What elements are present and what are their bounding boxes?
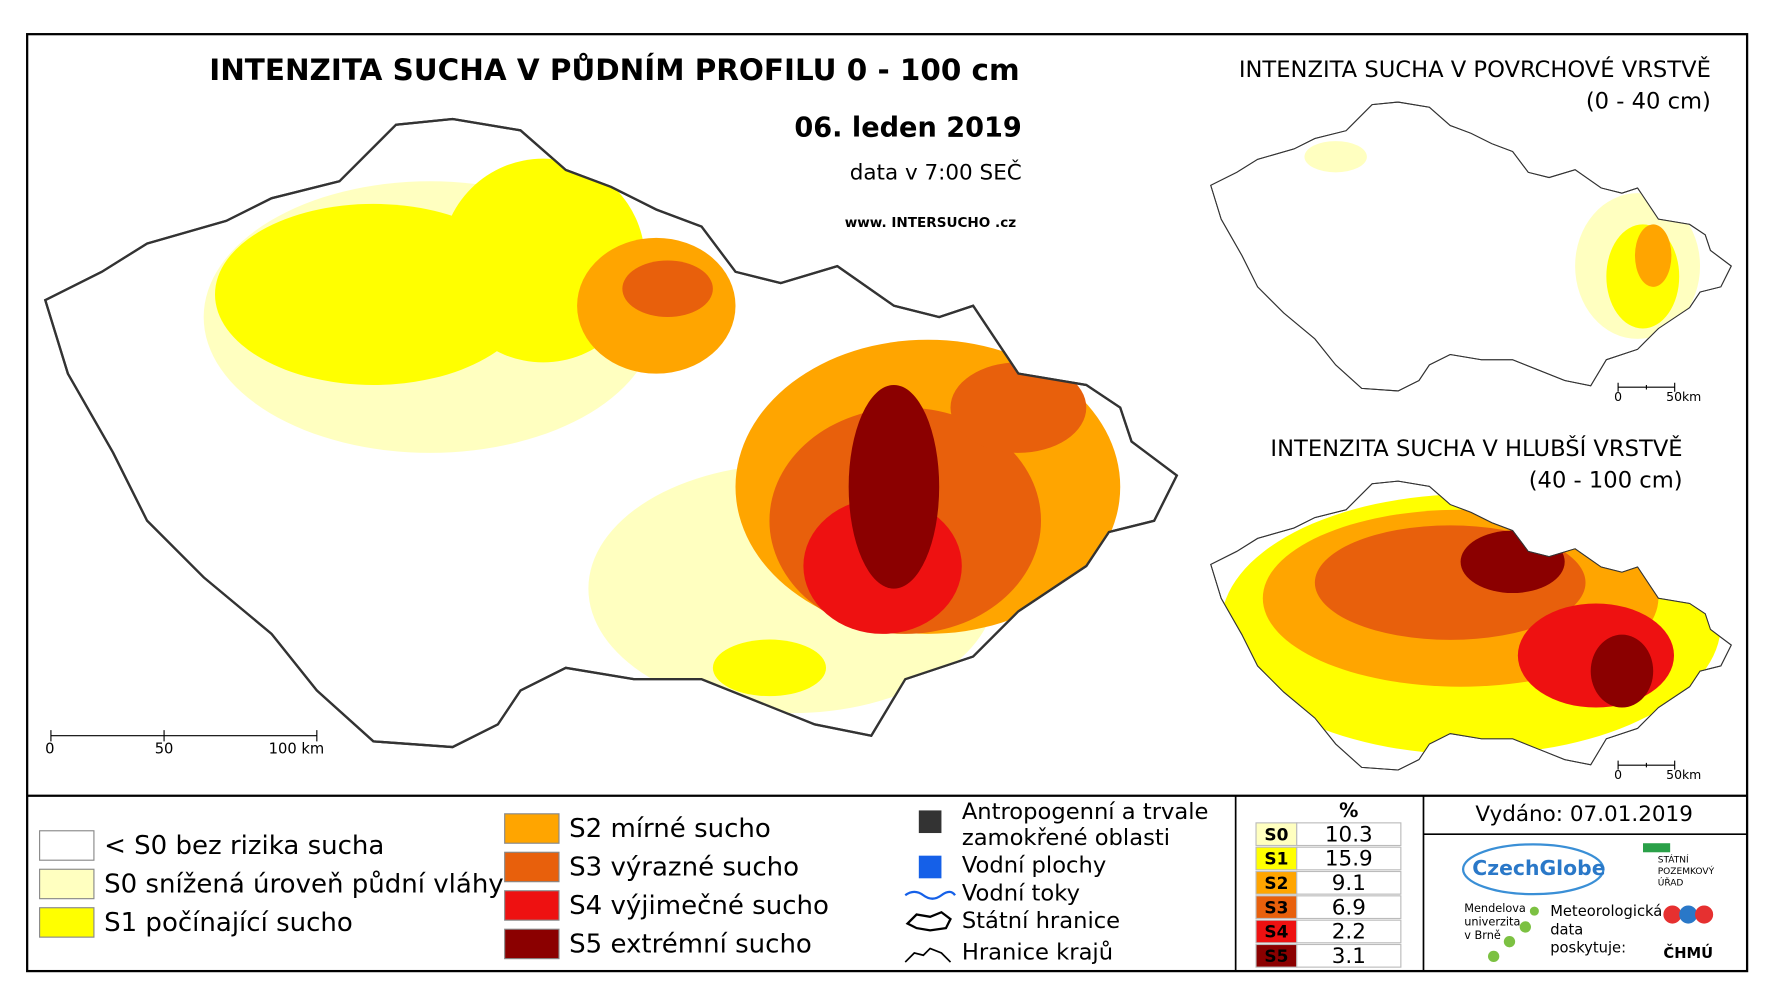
- legend-label: zamokřené oblasti: [962, 825, 1170, 851]
- stats-value-cell: [1296, 895, 1402, 920]
- stats-class: S0: [1264, 825, 1288, 845]
- inset-depth: (0 - 40 cm): [1586, 89, 1711, 115]
- mendel-label: univerzita: [1464, 915, 1520, 928]
- legend-label: Státní hranice: [962, 908, 1120, 934]
- river-symbol: [904, 890, 956, 900]
- inset-title: INTENZITA SUCHA V POVRCHOVÉ VRSTVĚ: [1239, 55, 1711, 83]
- mendel-label: v Brně: [1464, 929, 1501, 942]
- drought-area: [950, 362, 1087, 453]
- stats-value-cell: [1296, 870, 1402, 895]
- scale-label: 50: [155, 740, 174, 757]
- map-title: INTENZITA SUCHA V PŮDNÍM PROFILU 0 - 100…: [209, 51, 1019, 87]
- stats-percent: 2.2: [1332, 920, 1366, 945]
- mendel-logo: [1487, 906, 1539, 963]
- stats-value-cell: [1296, 846, 1402, 871]
- website: www. INTERSUCHO .cz: [845, 215, 1016, 231]
- chmu-note: poskytuje:: [1550, 939, 1626, 956]
- scale-label: 100 km: [269, 740, 325, 757]
- issued-date: Vydáno: 07.01.2019: [1475, 802, 1692, 827]
- legend-label: Antropogenní a trvale: [962, 799, 1209, 825]
- region-border-symbol: [904, 947, 952, 963]
- scale-label: 0: [45, 740, 54, 757]
- water-body-symbol: [918, 855, 942, 879]
- czechglobe-logo: [1461, 843, 1605, 896]
- stats-percent: 10.3: [1325, 822, 1373, 847]
- legend-label: S5 extrémní sucho: [569, 930, 812, 960]
- chmu-label: ČHMÚ: [1663, 944, 1713, 962]
- legend-swatch: [39, 868, 95, 900]
- scale-label: 50km: [1666, 389, 1701, 404]
- drought-area: [848, 384, 940, 589]
- czechglobe-label: CzechGlobe: [1472, 856, 1605, 880]
- stats-value-cell: [1296, 822, 1402, 847]
- legend-swatch: [504, 890, 560, 921]
- data-time: data v 7:00 SEČ: [850, 159, 1022, 185]
- border-symbol: [905, 910, 952, 932]
- anthropogenic-symbol: [918, 810, 942, 834]
- stats-percent: 6.9: [1332, 895, 1366, 920]
- legend-label: S3 výrazné sucho: [569, 853, 799, 883]
- scale-bar: [1617, 382, 1676, 770]
- scale-label: 50km: [1666, 767, 1701, 782]
- stats-class: S4: [1264, 923, 1288, 943]
- legend-label: Hranice krajů: [962, 938, 1113, 965]
- inset-depth: (40 - 100 cm): [1529, 468, 1683, 494]
- legend-label: < S0 bez rizika sucha: [104, 831, 384, 861]
- stats-percent: 9.1: [1332, 871, 1366, 896]
- legend-label: Vodní toky: [962, 881, 1080, 907]
- main-map: 0 50 100 km: [44, 117, 1178, 757]
- spu-label: POZEMKOVÝ: [1658, 865, 1715, 877]
- stats-class: S2: [1264, 874, 1288, 894]
- drought-area: [712, 639, 827, 697]
- map-date: 06. leden 2019: [794, 113, 1021, 144]
- stats-class: S1: [1264, 850, 1288, 870]
- inset-title: INTENZITA SUCHA V HLUBŠÍ VRSTVĚ: [1270, 434, 1682, 462]
- stats-percent: 3.1: [1332, 944, 1366, 969]
- chmu-note: Meteorologická: [1550, 903, 1662, 920]
- stats-class: S3: [1264, 898, 1288, 918]
- stats-class: S5: [1264, 947, 1288, 967]
- stats-header: %: [1339, 799, 1358, 822]
- stats-percent: 15.9: [1325, 847, 1373, 872]
- chmu-note: data: [1550, 921, 1583, 938]
- legend-swatch: [504, 851, 560, 883]
- drought-area: [1304, 141, 1367, 173]
- legend-swatch: [39, 907, 95, 938]
- legend-swatch: [504, 928, 560, 960]
- legend-label: S0 snížená úroveň půdní vláhy: [104, 870, 504, 900]
- legend-label: S1 počínající sucho: [104, 908, 353, 938]
- legend-swatch: [504, 813, 560, 844]
- drought-area: [622, 260, 713, 318]
- scale-label: 0: [1614, 767, 1622, 782]
- legend-label: S2 mírné sucho: [569, 814, 771, 844]
- drought-area: [1590, 634, 1654, 708]
- stats-value-cell: [1296, 919, 1402, 944]
- drought-area: [1634, 224, 1672, 287]
- surface-inset: [1210, 101, 1732, 392]
- spu-label: STÁTNÍ: [1658, 854, 1689, 866]
- legend-label: S4 výjimečné sucho: [569, 891, 829, 921]
- chmu-logo: [1663, 905, 1714, 924]
- scale-bar: [50, 730, 318, 742]
- scale-label: 0: [1614, 389, 1622, 404]
- spu-logo: [1643, 843, 1671, 853]
- spu-label: ÚŘAD: [1658, 876, 1684, 888]
- legend-swatch: [39, 830, 95, 861]
- mendel-label: Mendelova: [1464, 902, 1526, 915]
- legend-label: Vodní plochy: [962, 852, 1106, 878]
- stats-value-cell: [1296, 943, 1402, 968]
